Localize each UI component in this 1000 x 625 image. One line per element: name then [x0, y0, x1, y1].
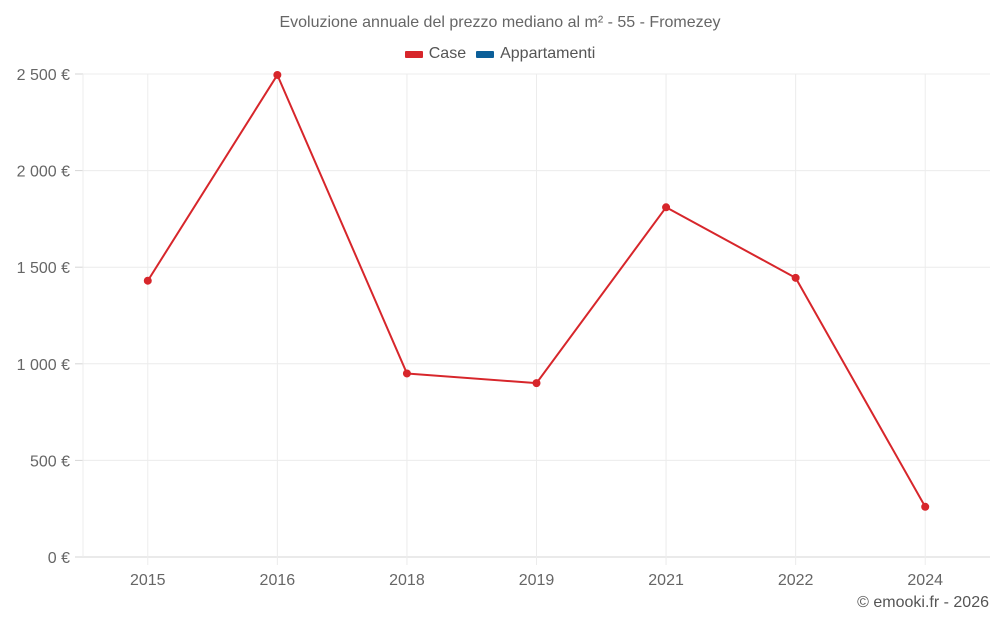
y-tick-label: 0 €: [48, 550, 70, 567]
y-tick-label: 1 500 €: [17, 260, 70, 277]
legend-item-appartamenti[interactable]: Appartamenti: [476, 45, 595, 63]
data-point[interactable]: [143, 276, 152, 285]
chart-title: Evoluzione annuale del prezzo mediano al…: [279, 14, 721, 31]
y-tick-label: 500 €: [30, 453, 70, 470]
data-point[interactable]: [532, 379, 541, 388]
data-point[interactable]: [662, 203, 671, 212]
data-point[interactable]: [402, 369, 411, 378]
x-tick-label: 2022: [778, 572, 814, 589]
y-tick-label: 1 000 €: [17, 357, 70, 374]
legend-label-appartamenti: Appartamenti: [500, 45, 596, 62]
data-point[interactable]: [921, 502, 930, 511]
x-tick-label: 2018: [389, 572, 425, 589]
legend-swatch-appartamenti-icon: [476, 50, 495, 58]
y-tick-label: 2 500 €: [17, 67, 70, 84]
legend-item-case[interactable]: Case: [404, 45, 467, 63]
data-point[interactable]: [273, 70, 282, 79]
y-tick-label: 2 000 €: [17, 164, 70, 181]
legend-label-case: Case: [428, 45, 467, 62]
x-tick-label: 2019: [519, 572, 555, 589]
data-point[interactable]: [791, 273, 800, 282]
legend: Case Appartamenti: [0, 45, 1000, 63]
legend-swatch-case-icon: [404, 50, 423, 58]
credit-text: © emooki.fr - 2026: [857, 594, 989, 611]
x-tick-label: 2015: [130, 572, 166, 589]
x-tick-label: 2021: [648, 572, 684, 589]
x-tick-label: 2016: [260, 572, 296, 589]
x-tick-label: 2024: [907, 572, 943, 589]
